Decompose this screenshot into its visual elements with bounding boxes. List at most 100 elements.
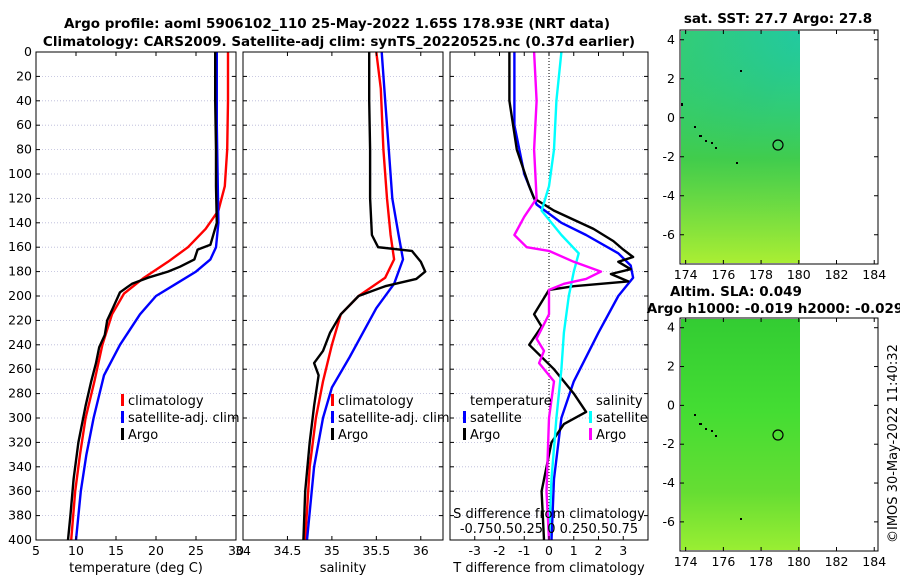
map-y-tick-label: -2 <box>663 436 675 451</box>
legend-label-climatology: climatology <box>128 394 204 409</box>
x-axis-label: temperature (deg C) <box>69 561 203 576</box>
map-x-tick-label: 176 <box>711 554 735 569</box>
x-tick-label: 34.5 <box>274 543 302 558</box>
difference-panel: -3 -2 -1 0 1 2 3 T difference from climatology <box>449 51 649 576</box>
map-x-tick-label: 180 <box>787 267 811 282</box>
island-dot <box>705 428 707 430</box>
map-x-tick-label: 184 <box>862 267 886 282</box>
x-tick-label: 3 <box>619 543 627 558</box>
legend-swatch-satellite <box>121 411 124 423</box>
series-s-argo <box>513 51 603 541</box>
series-argo <box>66 52 219 541</box>
island-dot <box>736 162 738 164</box>
map-x-tick-label: 174 <box>674 554 698 569</box>
island-dot <box>740 70 742 72</box>
legend-swatch-climatology <box>121 394 124 406</box>
sla-field <box>681 319 800 550</box>
legend-title-temperature: temperature <box>470 394 552 409</box>
legend-label-t-satellite: satellite <box>470 411 522 426</box>
y-tick-label: 160 <box>8 239 32 254</box>
x-tick-label: 1 <box>570 543 578 558</box>
x-tick-label: 35 <box>324 543 340 558</box>
legend-label-satellite: satellite-adj. clim <box>128 411 240 426</box>
series-climatology <box>304 51 396 541</box>
difference-legend: temperature salinity satellite Argo sate… <box>463 394 648 443</box>
legend-label-argo: Argo <box>338 428 368 443</box>
x-tick-label: -2 <box>493 543 505 558</box>
series-satellite-adj-clim <box>74 52 220 541</box>
map-y-tick-label: 2 <box>667 71 675 86</box>
island-dot <box>694 414 696 416</box>
series-t-argo <box>508 52 635 541</box>
y-tick-label: 220 <box>8 312 32 327</box>
y-tick-label: 360 <box>8 483 32 498</box>
island-dot <box>740 518 742 520</box>
legend-swatch-t-satellite <box>463 411 466 423</box>
x-tick-label: 30 <box>228 543 244 558</box>
y-tick-label: 100 <box>8 166 32 181</box>
legend-swatch-satellite <box>331 411 334 423</box>
legend-title-salinity: salinity <box>596 394 643 409</box>
map-y-tick-label: -2 <box>663 149 675 164</box>
legend-swatch-argo <box>121 428 124 440</box>
x-tick-label: 2 <box>595 543 603 558</box>
top-axis-ticks: -0.750.50.25 0 0.250.50.75 <box>460 522 638 537</box>
sst-field-warm <box>681 31 800 263</box>
island-dot <box>681 103 683 106</box>
legend-label-s-argo: Argo <box>596 428 626 443</box>
y-tick-label: 380 <box>8 508 32 523</box>
map-y-tick-label: 0 <box>667 397 675 412</box>
x-tick-label: -3 <box>469 543 481 558</box>
header-line2: Climatology: CARS2009. Satellite-adj cli… <box>43 34 635 50</box>
x-axis-label: T difference from climatology <box>452 561 645 576</box>
legend-label-climatology: climatology <box>338 394 414 409</box>
map-x-tick-label: 178 <box>749 554 773 569</box>
x-tick-label: 15 <box>108 543 124 558</box>
imos-watermark: ©IMOS 30-May-2022 11:40:32 <box>886 344 900 543</box>
series-climatology <box>70 52 230 541</box>
y-tick-label: 200 <box>8 288 32 303</box>
y-tick-label: 300 <box>8 410 32 425</box>
y-tick-label: 60 <box>16 117 32 132</box>
island-dot <box>699 135 702 137</box>
map-x-tick-label: 178 <box>749 267 773 282</box>
argo-location-marker <box>772 139 784 151</box>
temperature-legend: climatology satellite-adj. clim Argo <box>121 394 240 443</box>
x-tick-label: -1 <box>518 543 530 558</box>
map-y-tick-label: -4 <box>663 188 676 203</box>
sla-map-title1: Altim. SLA: 0.049 <box>670 284 802 300</box>
legend-label-s-satellite: satellite <box>596 411 648 426</box>
y-tick-label: 240 <box>8 337 32 352</box>
map-x-tick-label: 180 <box>787 554 811 569</box>
x-tick-label: 0 <box>545 543 553 558</box>
legend-label-argo: Argo <box>128 428 158 443</box>
x-tick-label: 20 <box>148 543 164 558</box>
island-dot <box>699 423 702 425</box>
legend-swatch-s-satellite <box>589 411 592 423</box>
y-tick-label: 140 <box>8 215 32 230</box>
y-tick-label: 260 <box>8 361 32 376</box>
salinity-legend: climatology satellite-adj. clim Argo <box>331 394 450 443</box>
map-y-tick-label: 4 <box>667 32 675 47</box>
map-y-tick-label: 4 <box>667 320 675 335</box>
map-y-tick-label: 0 <box>667 110 675 125</box>
sla-map-title2: Argo h1000: -0.019 h2000: -0.029 <box>647 301 900 317</box>
map-y-tick-label: -6 <box>663 227 676 242</box>
top-axis-label: S difference from climatology <box>453 507 645 522</box>
y-tick-label: 0 <box>24 44 32 59</box>
y-tick-label: 20 <box>16 68 32 83</box>
y-tick-label: 40 <box>16 93 32 108</box>
legend-swatch-s-argo <box>589 428 592 440</box>
legend-label-satellite: satellite-adj. clim <box>338 411 450 426</box>
sla-map: Altim. SLA: 0.049 Argo h1000: -0.019 h20… <box>647 284 900 552</box>
map-x-tick-label: 176 <box>711 267 735 282</box>
x-tick-label: 10 <box>68 543 84 558</box>
legend-swatch-climatology <box>331 394 334 406</box>
legend-swatch-argo <box>331 428 334 440</box>
legend-swatch-t-argo <box>463 428 466 440</box>
y-tick-label: 80 <box>16 142 32 157</box>
x-tick-label: 34 <box>235 543 251 558</box>
salinity-panel: 34 34.5 35 35.5 36 salinity <box>235 51 444 576</box>
y-tick-label: 400 <box>8 532 32 547</box>
header-line1: Argo profile: aoml 5906102_110 25-May-20… <box>64 16 610 32</box>
